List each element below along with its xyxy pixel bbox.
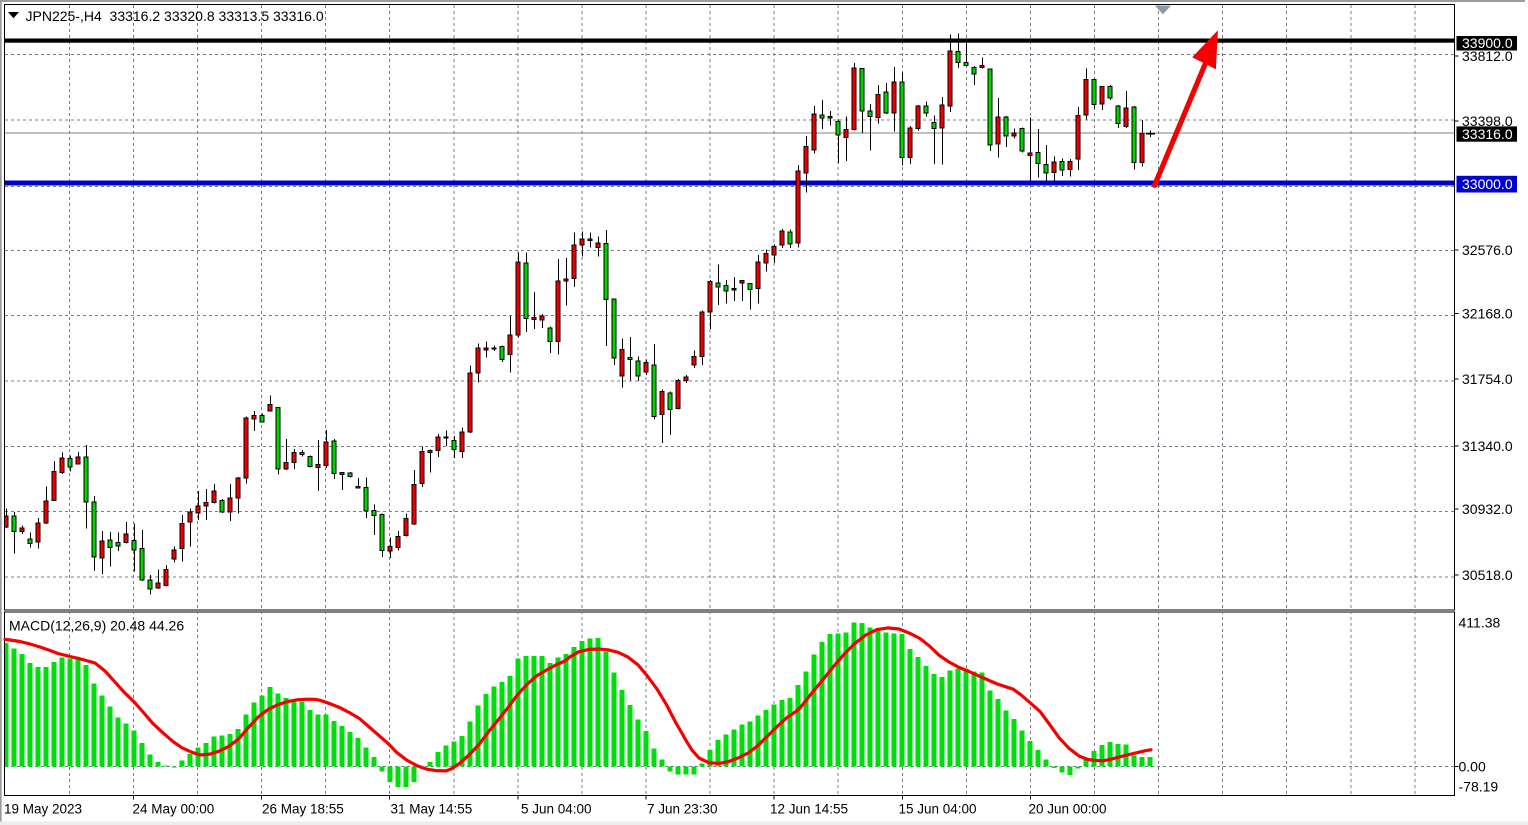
svg-text:7 Jun 23:30: 7 Jun 23:30 bbox=[647, 802, 718, 817]
svg-text:31754.0: 31754.0 bbox=[1462, 371, 1513, 387]
svg-text:20 Jun 00:00: 20 Jun 00:00 bbox=[1029, 802, 1107, 817]
svg-text:33316.0: 33316.0 bbox=[1462, 126, 1513, 142]
svg-text:JPN225-,H4 33316.2 33320.8 33: JPN225-,H4 33316.2 33320.8 33313.5 33316… bbox=[26, 8, 324, 24]
svg-text:31340.0: 31340.0 bbox=[1462, 438, 1513, 454]
svg-text:30932.0: 30932.0 bbox=[1462, 501, 1513, 517]
svg-text:32576.0: 32576.0 bbox=[1462, 242, 1513, 258]
svg-text:411.38: 411.38 bbox=[1459, 615, 1501, 631]
svg-text:5 Jun 04:00: 5 Jun 04:00 bbox=[521, 802, 592, 817]
svg-text:33812.0: 33812.0 bbox=[1462, 48, 1513, 64]
svg-text:31 May 14:55: 31 May 14:55 bbox=[391, 802, 473, 817]
svg-text:33398.0: 33398.0 bbox=[1462, 113, 1513, 129]
svg-text:-78.19: -78.19 bbox=[1459, 779, 1499, 795]
svg-text:MACD(12,26,9) 20.48 44.26: MACD(12,26,9) 20.48 44.26 bbox=[9, 618, 184, 634]
svg-text:30518.0: 30518.0 bbox=[1462, 567, 1513, 583]
svg-text:19 May 2023: 19 May 2023 bbox=[4, 802, 82, 817]
svg-text:24 May 00:00: 24 May 00:00 bbox=[133, 802, 215, 817]
svg-text:32168.0: 32168.0 bbox=[1462, 306, 1513, 322]
svg-text:26 May 18:55: 26 May 18:55 bbox=[262, 802, 344, 817]
svg-text:0.00: 0.00 bbox=[1459, 758, 1486, 774]
svg-text:33900.0: 33900.0 bbox=[1462, 35, 1513, 51]
svg-text:12 Jun 14:55: 12 Jun 14:55 bbox=[770, 802, 848, 817]
svg-text:33000.0: 33000.0 bbox=[1462, 176, 1513, 192]
svg-text:15 Jun 04:00: 15 Jun 04:00 bbox=[899, 802, 977, 817]
